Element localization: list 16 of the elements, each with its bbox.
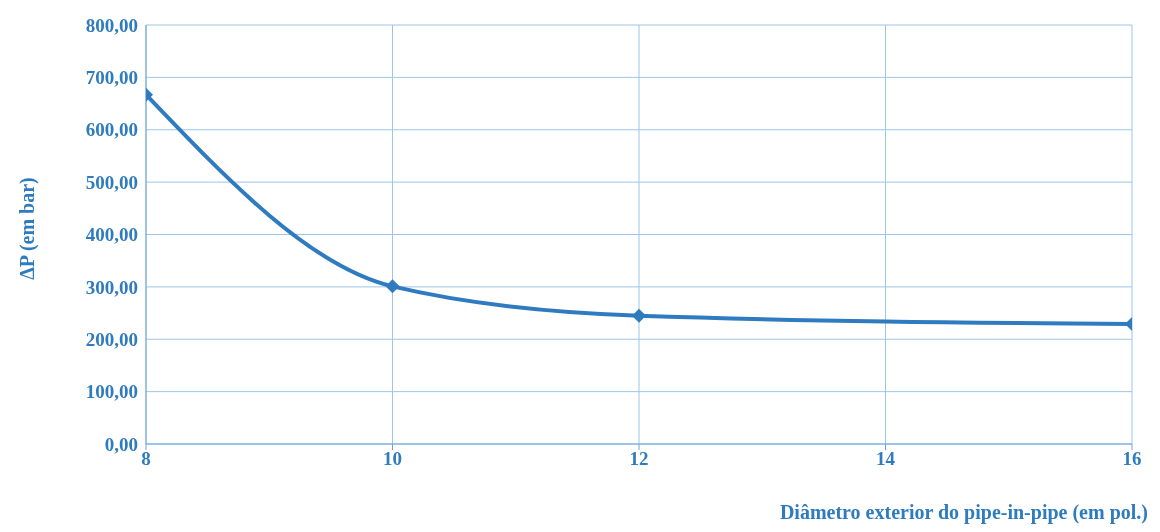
y-tick-label: 100,00 bbox=[85, 381, 138, 403]
y-tick-label: 700,00 bbox=[85, 67, 138, 89]
y-tick-label: 500,00 bbox=[85, 171, 138, 193]
y-tick-label: 200,00 bbox=[85, 328, 138, 350]
y-tick-label: 0,00 bbox=[104, 433, 138, 455]
y-tick-label: 800,00 bbox=[85, 14, 138, 36]
x-axis-title: Diâmetro exterior do pipe-in-pipe (em pol.) bbox=[779, 501, 1148, 524]
y-tick-label: 600,00 bbox=[85, 119, 138, 141]
x-tick-label: 16 bbox=[1122, 448, 1142, 470]
x-tick-label: 8 bbox=[141, 448, 151, 470]
y-tick-label: 400,00 bbox=[85, 224, 138, 246]
x-tick-label: 12 bbox=[629, 448, 649, 470]
x-tick-label: 10 bbox=[383, 448, 402, 470]
y-tick-label: 300,00 bbox=[85, 276, 138, 298]
y-axis-title: ΔP (em bar) bbox=[15, 177, 39, 280]
x-tick-label: 14 bbox=[876, 448, 896, 470]
